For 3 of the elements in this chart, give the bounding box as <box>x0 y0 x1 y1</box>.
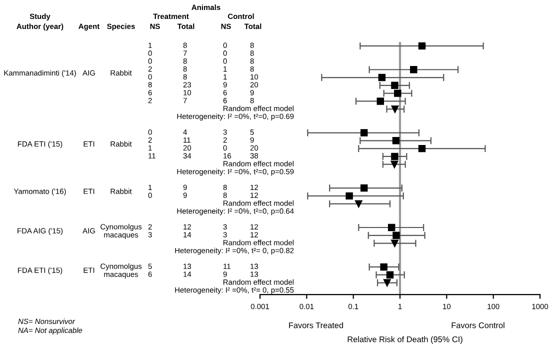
x-axis-title: Relative Risk of Death (95% CI) <box>348 336 462 344</box>
text: Favors Control <box>452 322 504 328</box>
text: Favors Treated <box>289 322 344 328</box>
